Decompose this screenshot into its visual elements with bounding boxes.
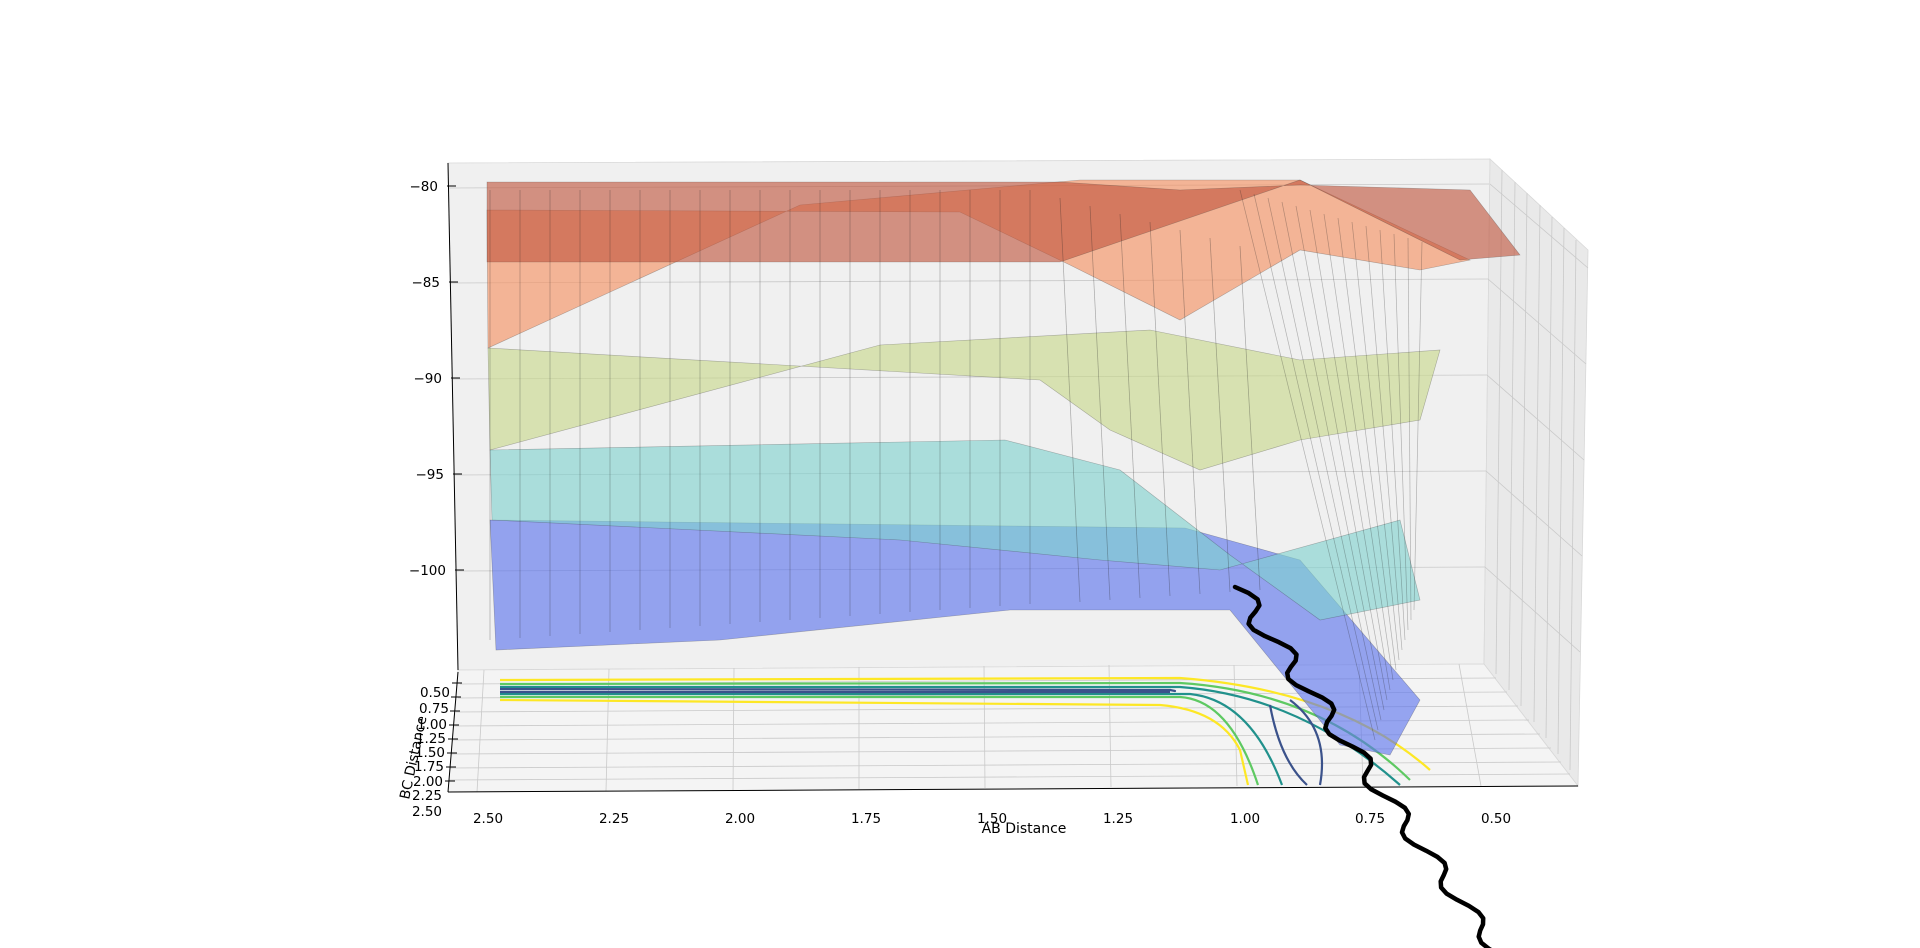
- surface-mesh-line: [1239, 245, 1261, 591]
- surface-mesh-line: [1253, 193, 1379, 731]
- surface-mesh-line: [1281, 201, 1385, 711]
- x-tick-label: 1.50: [977, 811, 1007, 827]
- surface-mesh-line: [1413, 241, 1423, 611]
- x-axis: 2.50 2.25 2.00 1.75 1.50 1.25 1.00 0.75 …: [473, 811, 1511, 837]
- contour-line: [499, 687, 1324, 786]
- axis-lines: [447, 162, 1579, 793]
- y-tick-label: 1.50: [415, 745, 445, 761]
- x-tick-label: 1.00: [1230, 811, 1260, 827]
- z-tick-label: −80: [410, 179, 439, 195]
- z-tick-label: −95: [416, 467, 445, 483]
- energy-surface: [486, 179, 1521, 756]
- x-tick-label: 1.75: [851, 811, 881, 827]
- surface-mesh-line: [1179, 229, 1201, 595]
- surface-mesh-line: [1119, 213, 1141, 599]
- z-tick-label: −100: [409, 563, 446, 579]
- x-tick-label: 2.00: [725, 811, 755, 827]
- surface-mesh-line: [1379, 229, 1406, 641]
- x-tick-label: 0.50: [1481, 811, 1511, 827]
- y-tick-label: 1.00: [417, 717, 447, 733]
- z-tick-label: −90: [414, 371, 443, 387]
- y-tick-label: 0.50: [420, 685, 450, 701]
- surface-mesh-line: [1267, 197, 1382, 721]
- y-axis-line: [447, 671, 459, 793]
- surface-band: [489, 519, 1421, 756]
- trajectory-line: [1232, 584, 1493, 948]
- surface-mesh-line: [1089, 205, 1111, 601]
- z-tick-4: −95: [416, 467, 462, 483]
- z-axis-line: [447, 162, 459, 671]
- y-tick-label: 1.75: [414, 759, 444, 775]
- x-axis-label: AB Distance: [982, 821, 1067, 837]
- surface-band: [486, 179, 1521, 263]
- surface-mesh-line: [1407, 237, 1412, 621]
- z-axis: −80 −85 −90 −95 −100: [409, 179, 464, 579]
- y-tick-label: 2.25: [412, 788, 442, 804]
- surface-band: [487, 329, 1441, 471]
- surface-mesh-line: [1365, 225, 1403, 651]
- surface-band: [489, 439, 1421, 621]
- y-tick-label: 2.00: [413, 774, 443, 790]
- y-tick-label: 1.25: [416, 731, 446, 747]
- z-tick-label: −85: [412, 275, 441, 291]
- x-axis-line: [447, 785, 1579, 793]
- y-tick-label: 0.75: [419, 701, 449, 717]
- surface-mesh-line: [1323, 213, 1394, 681]
- x-tick-label: 2.25: [599, 811, 629, 827]
- surface-mesh-line: [1209, 237, 1231, 593]
- z-tick-2: −85: [412, 275, 458, 291]
- z-tick-3: −90: [414, 371, 460, 387]
- z-tick-5: −100: [409, 563, 464, 579]
- surface-mesh-line: [1351, 221, 1400, 661]
- y-tick-label: 2.50: [412, 804, 442, 820]
- surface-mesh-line: [1337, 217, 1397, 671]
- x-tick-label: 2.50: [473, 811, 503, 827]
- surface-mesh-line: [1059, 197, 1081, 603]
- surface-mesh-line: [1149, 221, 1171, 597]
- x-tick-label: 1.25: [1103, 811, 1133, 827]
- surface-mesh-line: [1239, 189, 1376, 741]
- surface-mesh-line: [1295, 205, 1388, 701]
- z-tick-1: −80: [410, 179, 456, 195]
- surface-mesh-line: [1309, 209, 1391, 691]
- x-tick-label: 0.75: [1355, 811, 1385, 827]
- surface-mesh-line: [1393, 233, 1409, 631]
